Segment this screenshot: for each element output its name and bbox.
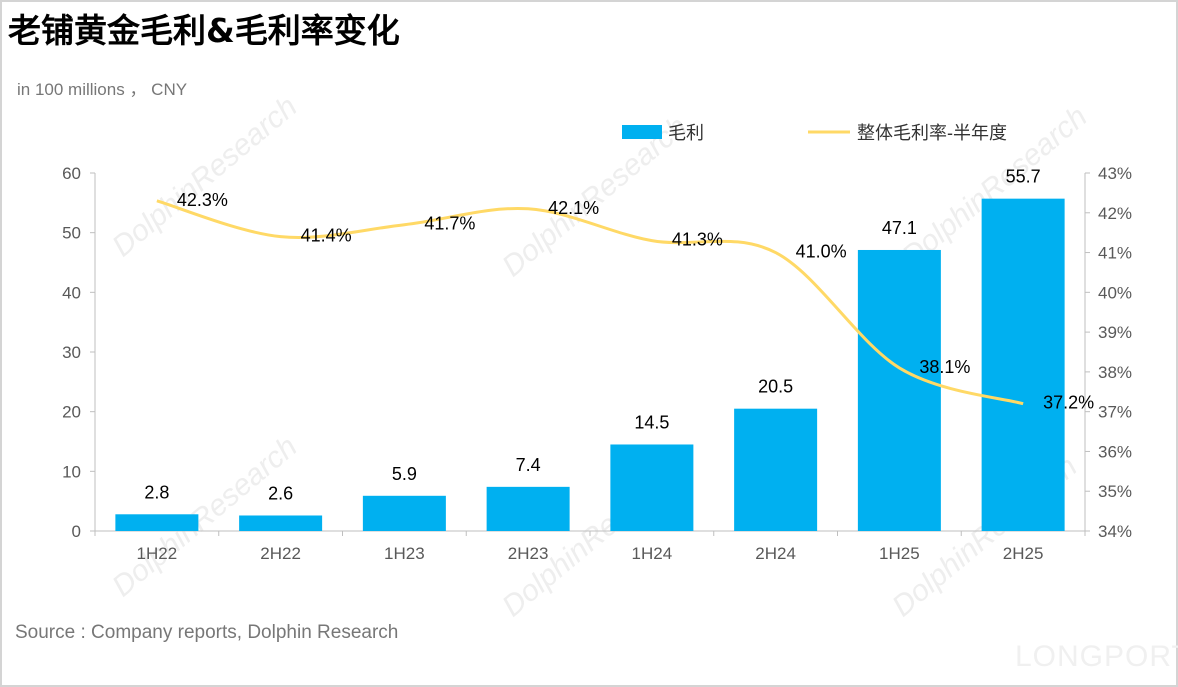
right-tick-label: 36% — [1098, 442, 1132, 461]
bar-2H24 — [734, 408, 818, 531]
x-tick-label: 1H24 — [632, 544, 673, 563]
right-tick-label: 37% — [1098, 403, 1132, 422]
bar-2H22 — [239, 515, 323, 531]
legend-bar-swatch — [622, 125, 662, 139]
legend-line-label: 整体毛利率-半年度 — [857, 123, 1007, 143]
bar-data-label: 47.1 — [882, 218, 917, 238]
gross-margin-line — [156, 199, 1024, 406]
bar-data-label: 55.7 — [1006, 167, 1041, 187]
bar-data-label: 5.9 — [392, 464, 417, 484]
bar-data-label: 7.4 — [516, 455, 541, 475]
bar-1H23 — [362, 495, 446, 531]
right-tick-label: 39% — [1098, 323, 1132, 342]
x-tick-label: 2H25 — [1003, 544, 1044, 563]
right-tick-label: 38% — [1098, 363, 1132, 382]
bar-data-label: 2.6 — [268, 483, 293, 503]
x-tick-label: 1H22 — [137, 544, 178, 563]
right-tick-label: 41% — [1098, 244, 1132, 263]
left-tick-label: 60 — [62, 164, 81, 183]
left-tick-label: 10 — [62, 462, 81, 481]
right-tick-label: 42% — [1098, 204, 1132, 223]
unit-note: in 100 millions ， CNY — [17, 80, 188, 99]
line-data-label: 38.1% — [919, 357, 970, 377]
line-data-label: 41.4% — [301, 226, 352, 246]
line-data-label: 41.0% — [796, 242, 847, 262]
longport-logo: LONGPORT — [1015, 640, 1178, 673]
line-data-label: 41.3% — [672, 230, 723, 250]
bar-1H24 — [610, 444, 694, 531]
chart-title: 老铺黄金毛利&毛利率变化 — [8, 11, 400, 50]
x-tick-label: 2H23 — [508, 544, 549, 563]
line-data-label: 42.1% — [548, 198, 599, 218]
bar-data-label: 14.5 — [634, 412, 669, 432]
bar-data-label: 2.8 — [144, 482, 169, 502]
left-tick-label: 0 — [72, 522, 81, 541]
bar-1H22 — [115, 514, 199, 531]
left-tick-label: 40 — [62, 283, 81, 302]
source-note: Source : Company reports, Dolphin Resear… — [15, 622, 399, 643]
right-tick-label: 35% — [1098, 482, 1132, 501]
legend-bar-label: 毛利 — [668, 123, 704, 143]
bar-2H25 — [981, 198, 1065, 531]
left-tick-label: 30 — [62, 343, 81, 362]
x-tick-label: 2H22 — [260, 544, 301, 563]
line-data-label: 37.2% — [1043, 393, 1094, 413]
right-tick-label: 40% — [1098, 283, 1132, 302]
bar-1H25 — [857, 249, 941, 531]
right-tick-label: 34% — [1098, 522, 1132, 541]
left-tick-label: 50 — [62, 224, 81, 243]
x-tick-label: 1H23 — [384, 544, 425, 563]
bar-data-label: 20.5 — [758, 377, 793, 397]
right-tick-label: 43% — [1098, 164, 1132, 183]
line-data-label: 42.3% — [177, 190, 228, 210]
x-tick-label: 1H25 — [879, 544, 920, 563]
bar-2H23 — [486, 486, 570, 531]
left-tick-label: 20 — [62, 403, 81, 422]
line-data-label: 41.7% — [424, 214, 475, 234]
x-tick-label: 2H24 — [755, 544, 796, 563]
